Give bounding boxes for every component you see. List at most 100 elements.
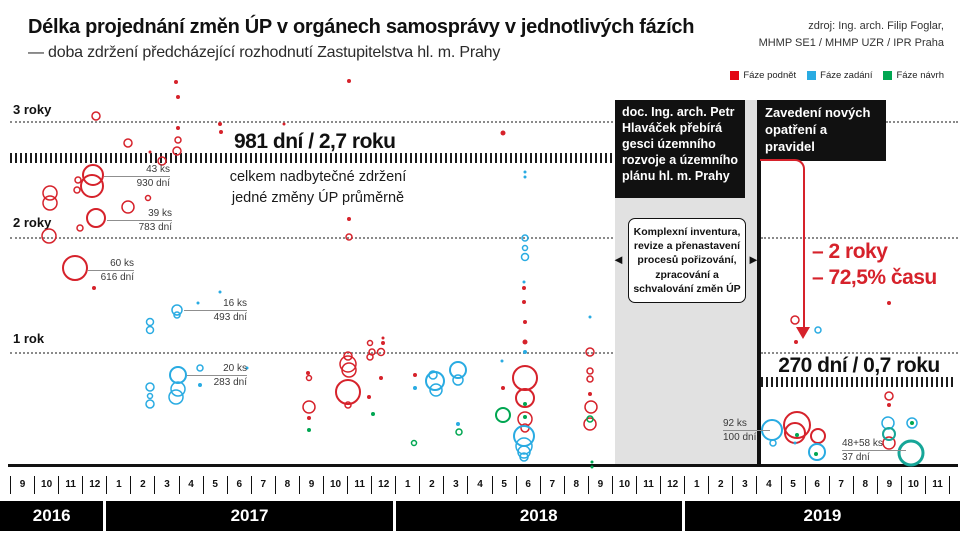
legend-item: Fáze podnět xyxy=(730,70,796,81)
month-label: 8 xyxy=(852,476,877,494)
data-point xyxy=(344,401,352,409)
data-point xyxy=(520,252,530,262)
data-point xyxy=(522,300,526,304)
data-point xyxy=(428,370,438,380)
data-point xyxy=(881,416,895,430)
year-segment: 2018 xyxy=(396,501,685,531)
month-label: 8 xyxy=(274,476,299,494)
data-point xyxy=(583,417,597,431)
period-divider-line xyxy=(757,100,761,464)
data-point xyxy=(522,280,526,284)
data-point xyxy=(173,311,181,319)
month-label: 6 xyxy=(804,476,829,494)
data-point xyxy=(347,217,351,221)
month-label: 5 xyxy=(491,476,516,494)
legend-label: Fáze zadání xyxy=(820,70,873,81)
new-delay-hatch-line xyxy=(761,377,955,387)
avg-delay-caption: celkem nadbytečné zdržení jedné změny ÚP… xyxy=(222,167,414,208)
data-point xyxy=(884,391,894,401)
bubble-annotation: 48+58 ks 37 dní xyxy=(842,437,906,464)
data-point xyxy=(495,407,511,423)
data-point xyxy=(170,381,186,397)
month-label: 3 xyxy=(443,476,467,494)
data-point xyxy=(887,403,891,407)
month-label: 7 xyxy=(250,476,275,494)
month-label: 12 xyxy=(371,476,395,494)
month-label: 10 xyxy=(900,476,925,494)
month-label: 10 xyxy=(323,476,347,494)
data-point xyxy=(783,411,811,439)
data-point xyxy=(144,194,152,202)
data-point xyxy=(174,80,178,84)
month-label: 2 xyxy=(708,476,732,494)
annotation-count: 20 ks xyxy=(223,363,247,374)
annotation-days: 37 dní xyxy=(842,452,870,463)
data-point xyxy=(367,395,371,399)
data-point xyxy=(814,452,818,456)
data-point xyxy=(808,443,826,461)
y-label-2-roky: 2 roky xyxy=(13,215,52,230)
legend-label: Fáze návrh xyxy=(896,70,944,81)
avg-delay-caption-line-2: jedné změny ÚP průměrně xyxy=(231,189,405,206)
data-point xyxy=(761,419,783,441)
annotation-count: 60 ks xyxy=(110,258,134,269)
month-label: 5 xyxy=(780,476,805,494)
milestone-inventory-text: Komplexní inventura, revize a přenastave… xyxy=(633,226,741,295)
month-label: 4 xyxy=(178,476,203,494)
data-point xyxy=(41,228,57,244)
reduction-arrowhead-icon xyxy=(796,327,810,339)
data-point xyxy=(413,373,417,377)
month-label: 6 xyxy=(226,476,251,494)
month-label: 8 xyxy=(563,476,588,494)
data-point xyxy=(381,336,385,340)
month-label: 9 xyxy=(10,476,34,494)
data-point xyxy=(91,111,101,121)
gridline-2-roky-right xyxy=(761,237,958,239)
page-subtitle: — doba zdržení předcházející rozhodnutí … xyxy=(28,44,501,61)
bubble-annotation: 43 ks 930 dní xyxy=(104,163,170,190)
month-label: 1 xyxy=(684,476,708,494)
data-point xyxy=(42,185,58,201)
month-label: 9 xyxy=(587,476,612,494)
data-point xyxy=(62,255,88,281)
annotation-leader-line xyxy=(187,375,247,376)
data-point xyxy=(176,126,180,130)
month-label: 1 xyxy=(395,476,419,494)
data-point xyxy=(425,371,445,391)
annotation-leader-line xyxy=(184,310,247,311)
data-point xyxy=(73,186,81,194)
data-point xyxy=(341,362,357,378)
data-point xyxy=(307,428,311,432)
data-point xyxy=(449,361,467,379)
avg-delay-hatch-line xyxy=(10,153,613,163)
data-point xyxy=(196,364,204,372)
data-point xyxy=(371,412,375,416)
data-point xyxy=(174,136,182,144)
data-point xyxy=(86,208,106,228)
annotation-count: 39 ks xyxy=(148,208,172,219)
annotation-days: 783 dní xyxy=(138,222,172,233)
data-point xyxy=(769,439,777,447)
data-point xyxy=(74,176,82,184)
data-point xyxy=(882,427,896,441)
reduction-percent: – 72,5% času xyxy=(812,266,937,289)
data-point xyxy=(584,400,598,414)
data-point xyxy=(523,415,527,419)
data-point xyxy=(339,355,357,373)
gridline-2-roky-left xyxy=(10,237,613,239)
month-label: 10 xyxy=(34,476,58,494)
data-point xyxy=(586,367,594,375)
data-point xyxy=(522,339,528,345)
arrow-left-icon: ◄ xyxy=(612,252,625,267)
data-point xyxy=(347,79,351,83)
data-point xyxy=(168,389,184,405)
data-point xyxy=(410,439,418,447)
month-label: 9 xyxy=(298,476,323,494)
data-point xyxy=(123,138,133,148)
month-label: 11 xyxy=(347,476,371,494)
data-point xyxy=(413,386,417,390)
data-point xyxy=(517,445,531,459)
data-point xyxy=(512,365,538,391)
annotation-days: 930 dní xyxy=(136,178,170,189)
